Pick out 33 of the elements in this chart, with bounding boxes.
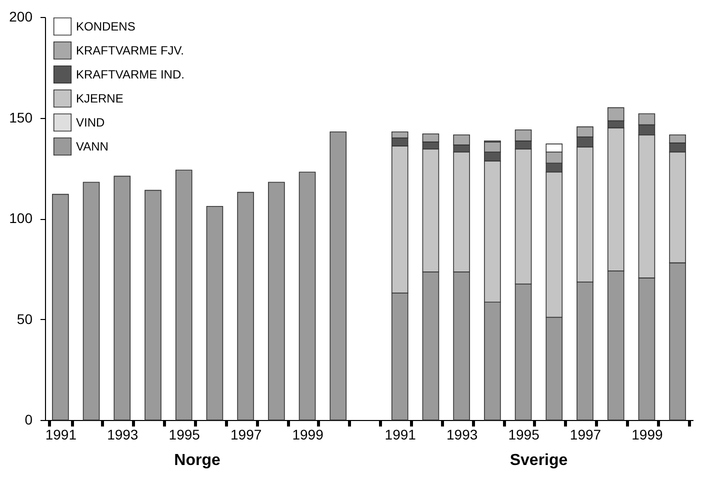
y-tick-label: 0 bbox=[24, 412, 33, 428]
y-tick-label: 200 bbox=[9, 8, 33, 24]
bar bbox=[82, 182, 100, 420]
legend-label: KJERNE bbox=[76, 92, 124, 106]
text: Sverige bbox=[510, 452, 568, 470]
x-tick-label: 1997 bbox=[570, 426, 602, 442]
text: Norge bbox=[174, 452, 220, 470]
bar bbox=[144, 190, 162, 420]
x-tick-label: 1995 bbox=[508, 426, 540, 442]
bar bbox=[114, 176, 131, 420]
x-tick-label: 1997 bbox=[230, 426, 262, 442]
bar bbox=[237, 192, 254, 420]
x-tick-label: 1993 bbox=[107, 426, 138, 442]
bar bbox=[206, 206, 224, 420]
bar bbox=[298, 172, 316, 420]
legend-label: KRAFTVARME IND. bbox=[76, 68, 184, 82]
x-tick-label: 1991 bbox=[384, 426, 416, 442]
y-tick-label: 150 bbox=[9, 109, 33, 126]
x-tick-label: 1995 bbox=[168, 426, 200, 442]
bar bbox=[330, 131, 347, 420]
legend-label: KRAFTVARME FJV. bbox=[76, 44, 184, 58]
x-tick-label: 1999 bbox=[292, 426, 324, 442]
x-tick-label: 1999 bbox=[632, 426, 663, 442]
legend-label: KONDENS bbox=[76, 20, 136, 34]
bar bbox=[175, 170, 192, 420]
y-tick-label: 100 bbox=[9, 210, 33, 226]
legend-label: VIND bbox=[76, 116, 106, 130]
x-tick-label: 1993 bbox=[446, 426, 478, 442]
x-tick-label: 1991 bbox=[45, 426, 77, 442]
y-tick-label: 50 bbox=[16, 310, 33, 327]
legend-label: VANN bbox=[76, 140, 108, 154]
bar bbox=[268, 182, 285, 420]
bar bbox=[52, 194, 69, 420]
